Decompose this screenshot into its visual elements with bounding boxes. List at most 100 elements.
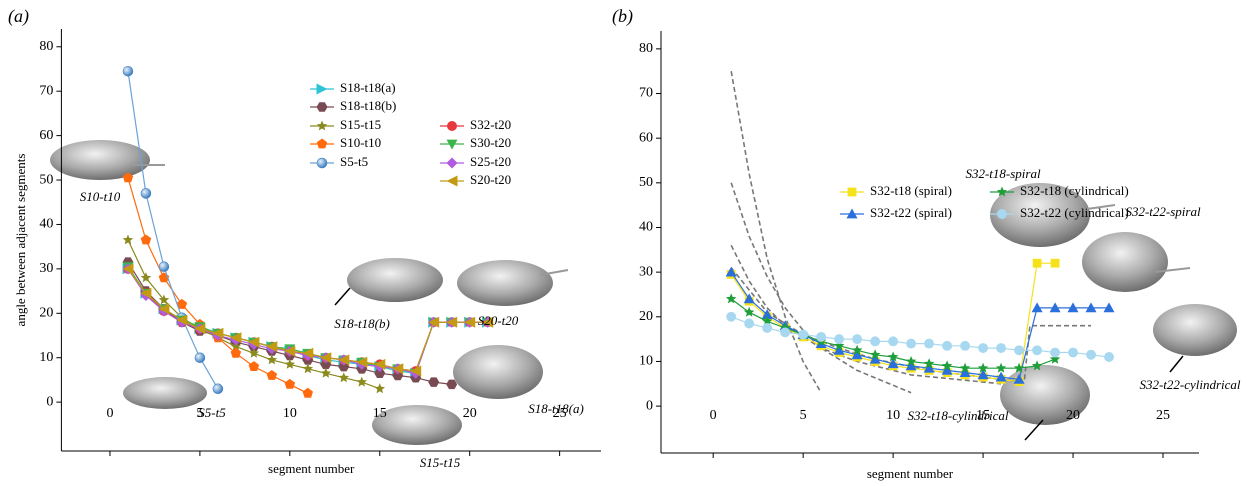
marker	[834, 334, 845, 345]
marker	[1086, 349, 1096, 360]
y-tick-label: 60	[39, 128, 53, 143]
shell-image	[1153, 304, 1237, 373]
y-tick-label: 60	[639, 130, 653, 145]
series-line	[730, 316, 1110, 358]
marker	[140, 287, 152, 299]
marker	[996, 343, 1007, 354]
marker	[374, 358, 386, 370]
y-tick-label: 30	[639, 264, 653, 279]
marker	[959, 367, 971, 377]
marker	[995, 371, 1007, 382]
y-tick-label: 10	[39, 350, 53, 365]
shell-image	[453, 345, 543, 399]
annotation: S32-t18-spiral	[965, 166, 1041, 181]
legend-label: S32-t22 (cylindrical)	[1020, 205, 1129, 220]
legend-marker	[446, 139, 458, 150]
marker	[923, 362, 935, 373]
x-tick-label: 10	[283, 406, 297, 421]
marker	[122, 263, 134, 275]
shell-image	[50, 140, 165, 180]
marker	[761, 309, 773, 319]
x-tick-label: 0	[106, 406, 113, 421]
marker	[887, 358, 899, 369]
y-tick-label: 20	[39, 306, 53, 321]
marker	[743, 293, 755, 304]
marker	[194, 323, 206, 335]
marker	[941, 360, 953, 371]
marker	[248, 361, 260, 371]
annotation: S32-t18-cylindrical	[907, 408, 1008, 423]
marker	[374, 383, 385, 394]
marker	[1104, 352, 1114, 362]
marker	[1032, 345, 1043, 356]
marker	[1068, 347, 1078, 358]
marker	[212, 327, 224, 339]
legend-marker	[447, 121, 457, 131]
marker	[446, 379, 458, 390]
marker	[248, 347, 260, 358]
marker	[887, 351, 899, 362]
annotation: S5-t5	[198, 405, 226, 420]
y-tick-label: 0	[46, 394, 53, 409]
marker	[725, 266, 737, 277]
y-tick-label: 10	[639, 354, 653, 369]
marker	[158, 294, 170, 305]
marker	[320, 359, 332, 370]
y-tick-label: 30	[39, 261, 53, 276]
marker	[905, 360, 917, 371]
x-tick-label: 15	[373, 406, 387, 421]
marker	[743, 306, 755, 317]
marker	[1103, 302, 1115, 313]
y-tick-label: 80	[39, 39, 53, 54]
marker	[446, 316, 458, 328]
marker	[1013, 373, 1025, 384]
x-tick-label: 20	[1066, 408, 1080, 423]
marker	[158, 261, 170, 272]
fit-curve	[1023, 324, 1091, 380]
annotation: S32-t22-spiral	[1125, 204, 1201, 219]
legend-marker	[446, 175, 458, 187]
annotation: S18-t18(a)	[528, 401, 584, 416]
legend-marker	[996, 186, 1008, 197]
legend-label: S25-t20	[470, 154, 511, 169]
marker	[995, 362, 1007, 373]
marker	[194, 352, 206, 363]
marker	[924, 338, 935, 349]
marker	[851, 349, 863, 360]
marker	[1050, 258, 1060, 268]
marker	[1014, 345, 1025, 356]
marker	[302, 363, 313, 374]
marker	[1050, 347, 1061, 358]
legend-marker	[846, 208, 858, 219]
marker	[302, 387, 313, 398]
fit-curve	[730, 71, 822, 394]
marker	[977, 369, 989, 380]
x-tick-label: 25	[553, 406, 567, 421]
marker	[140, 188, 152, 199]
series-line	[127, 177, 309, 394]
marker	[1031, 302, 1043, 313]
marker	[1085, 302, 1097, 313]
y-tick-label: 70	[39, 83, 53, 98]
panel-label: (b)	[612, 6, 633, 27]
marker	[978, 343, 989, 354]
shell-image	[372, 405, 462, 445]
legend-marker	[446, 157, 458, 169]
marker	[1049, 353, 1061, 364]
marker	[761, 315, 773, 326]
legend-label: S32-t18 (cylindrical)	[1020, 183, 1129, 198]
legend-marker	[847, 187, 857, 197]
fit-curve	[730, 244, 1002, 385]
marker	[959, 362, 971, 373]
marker	[833, 344, 845, 355]
annotation: S32-t22-cylindrical	[1139, 377, 1240, 392]
marker	[266, 354, 278, 365]
legend-label: S32-t20	[470, 117, 511, 132]
marker	[284, 358, 296, 369]
marker	[176, 314, 188, 326]
annotation: S18-t18(b)	[334, 316, 390, 331]
marker	[392, 370, 404, 381]
marker	[464, 316, 476, 328]
